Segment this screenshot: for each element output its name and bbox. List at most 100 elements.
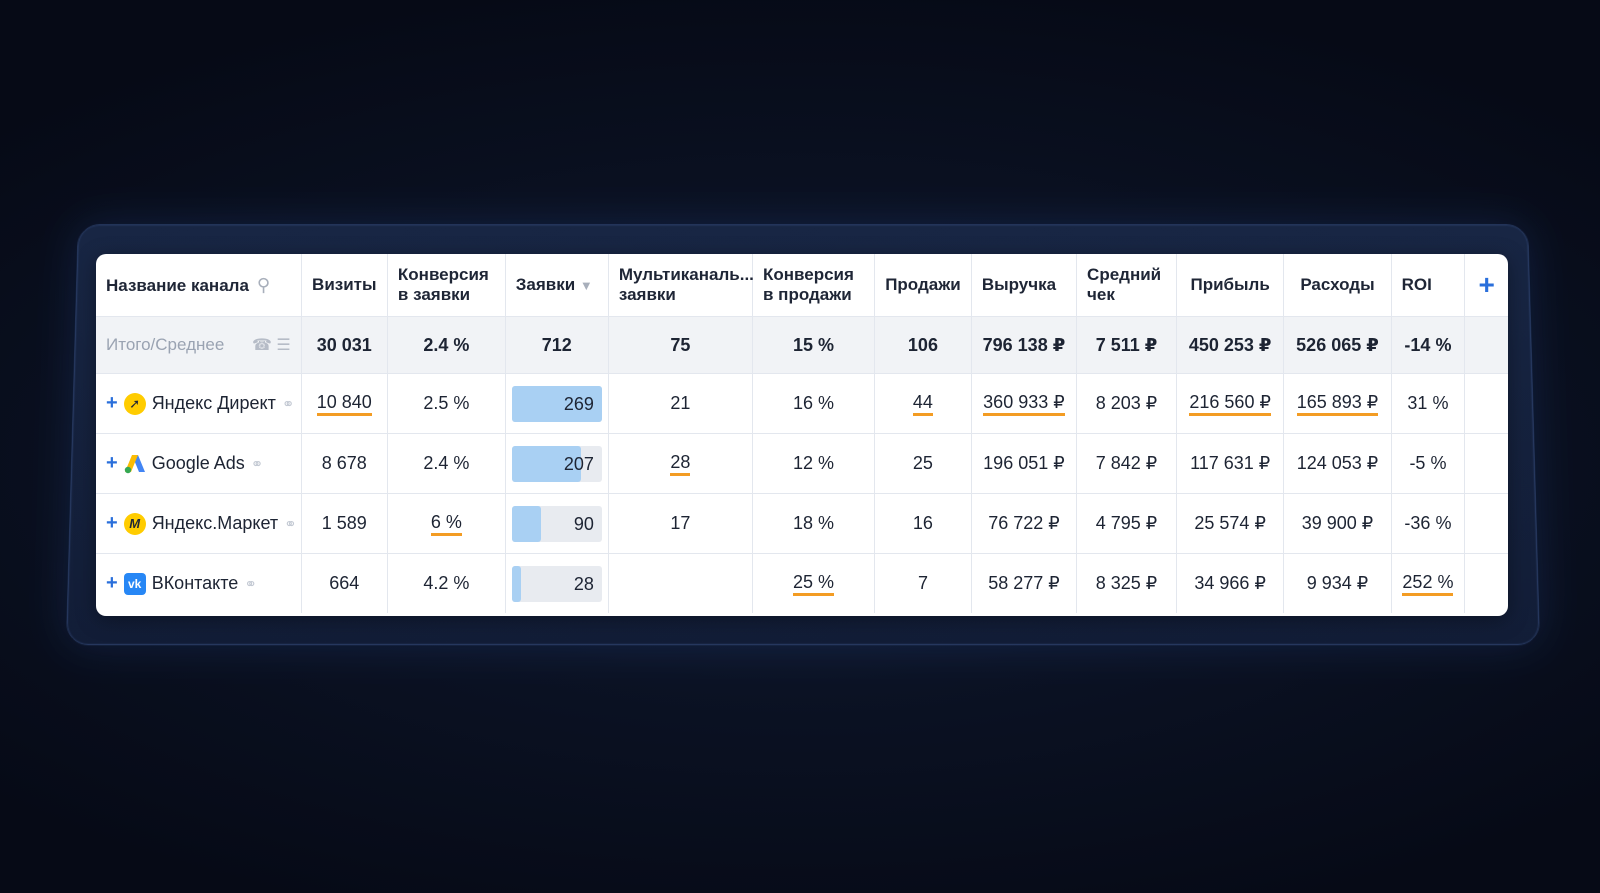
channel-cell[interactable]: + M Яндекс.Маркет ⚭ (96, 494, 301, 554)
empty-cell (1465, 317, 1508, 374)
expand-plus-icon[interactable]: + (106, 572, 118, 594)
conv-leads-cell[interactable]: 6 % (387, 494, 505, 554)
revenue-cell: 196 051 ₽ (971, 434, 1076, 494)
col-avg-check[interactable]: Средний чек (1077, 254, 1177, 317)
expenses-cell[interactable]: 165 893 ₽ (1284, 374, 1391, 434)
col-expenses[interactable]: Расходы (1284, 254, 1391, 317)
col-conv-leads[interactable]: Конверсия в заявки (387, 254, 505, 317)
expand-plus-icon[interactable]: + (106, 512, 118, 534)
channel-name: Google Ads (152, 453, 245, 473)
visits-cell: 664 (301, 554, 387, 614)
col-conv-sales[interactable]: Конверсия в продажи (753, 254, 875, 317)
leads-value: 90 (512, 506, 602, 542)
col-multichannel[interactable]: Мультиканаль... заявки (608, 254, 752, 317)
total-conv-sales: 15 % (753, 317, 875, 374)
total-expenses: 526 065 ₽ (1284, 317, 1391, 374)
phone-icon[interactable]: ☎ ☰ (252, 335, 291, 355)
leads-cell: 269 (505, 374, 608, 434)
leads-bar: 269 (512, 386, 602, 422)
col-label: Название канала (106, 276, 249, 295)
leads-value: 28 (512, 566, 602, 602)
table-row[interactable]: + ➚ Яндекс Директ ⚭ 10 840 2.5 % 269 21 16 … (96, 374, 1508, 434)
add-column-button[interactable]: + (1465, 254, 1508, 317)
profit-cell: 34 966 ₽ (1177, 554, 1284, 614)
multichannel-cell[interactable]: 28 (608, 434, 752, 494)
channel-cell[interactable]: + vk ВКонтакте ⚭ (96, 554, 301, 614)
total-label-cell: Итого/Среднее ☎ ☰ (96, 317, 301, 374)
roi-cell: -5 % (1391, 434, 1465, 494)
conv-sales-cell: 12 % (753, 434, 875, 494)
visits-cell: 1 589 (301, 494, 387, 554)
sales-value[interactable]: 44 (913, 392, 933, 416)
revenue-cell: 76 722 ₽ (971, 494, 1076, 554)
plug-icon[interactable]: ⚭ (251, 456, 264, 473)
profit-value[interactable]: 216 560 ₽ (1189, 392, 1271, 416)
visits-value[interactable]: 10 840 (317, 392, 372, 416)
google-ads-logo-icon (124, 453, 146, 475)
channels-table: Название канала ⚲ Визиты Конверсия в заяв… (96, 254, 1508, 613)
sales-cell: 7 (875, 554, 972, 614)
multichannel-cell: 17 (608, 494, 752, 554)
col-revenue[interactable]: Выручка (971, 254, 1076, 317)
plug-icon[interactable]: ⚭ (282, 396, 295, 413)
total-conv-leads: 2.4 % (387, 317, 505, 374)
roi-cell[interactable]: 252 % (1391, 554, 1465, 614)
sales-cell: 16 (875, 494, 972, 554)
multichannel-cell: 21 (608, 374, 752, 434)
col-roi[interactable]: ROI (1391, 254, 1465, 317)
roi-cell: -36 % (1391, 494, 1465, 554)
conv-leads-value[interactable]: 6 % (431, 512, 462, 536)
col-channel-name[interactable]: Название канала ⚲ (96, 254, 301, 317)
conv-leads-cell: 4.2 % (387, 554, 505, 614)
plug-icon[interactable]: ⚭ (244, 576, 257, 593)
revenue-cell[interactable]: 360 933 ₽ (971, 374, 1076, 434)
search-icon[interactable]: ⚲ (257, 275, 270, 295)
multichannel-value[interactable]: 28 (670, 452, 690, 476)
table-row[interactable]: + M Яндекс.Маркет ⚭ 1 589 6 % 90 17 18 % 16… (96, 494, 1508, 554)
leads-cell: 207 (505, 434, 608, 494)
multichannel-cell (608, 554, 752, 614)
channel-cell[interactable]: + ➚ Яндекс Директ ⚭ (96, 374, 301, 434)
table-row[interactable]: + vk ВКонтакте ⚭ 664 4.2 % 28 25 % 7 58 277… (96, 554, 1508, 614)
visits-cell[interactable]: 10 840 (301, 374, 387, 434)
leads-bar: 28 (512, 566, 602, 602)
leads-bar: 90 (512, 506, 602, 542)
avg-check-cell: 4 795 ₽ (1077, 494, 1177, 554)
plug-icon[interactable]: ⚭ (284, 516, 297, 533)
expenses-cell: 9 934 ₽ (1284, 554, 1391, 614)
total-profit: 450 253 ₽ (1177, 317, 1284, 374)
total-multichannel: 75 (608, 317, 752, 374)
profit-cell: 117 631 ₽ (1177, 434, 1284, 494)
col-profit[interactable]: Прибыль (1177, 254, 1284, 317)
col-visits[interactable]: Визиты (301, 254, 387, 317)
conv-sales-value[interactable]: 25 % (793, 572, 834, 596)
table-row[interactable]: + Google Ads ⚭ 8 678 2.4 % 207 28 12 % 25 … (96, 434, 1508, 494)
expand-plus-icon[interactable]: + (106, 392, 118, 414)
col-leads[interactable]: Заявки ▼ (505, 254, 608, 317)
avg-check-cell: 7 842 ₽ (1077, 434, 1177, 494)
sales-cell: 25 (875, 434, 972, 494)
profit-cell[interactable]: 216 560 ₽ (1177, 374, 1284, 434)
sales-cell[interactable]: 44 (875, 374, 972, 434)
expand-plus-icon[interactable]: + (106, 452, 118, 474)
profit-cell: 25 574 ₽ (1177, 494, 1284, 554)
conv-sales-cell: 16 % (753, 374, 875, 434)
sort-desc-icon[interactable]: ▼ (580, 278, 593, 293)
leads-cell: 90 (505, 494, 608, 554)
channel-cell[interactable]: + Google Ads ⚭ (96, 434, 301, 494)
expenses-cell: 39 900 ₽ (1284, 494, 1391, 554)
total-roi: -14 % (1391, 317, 1465, 374)
channels-table-card: Название канала ⚲ Визиты Конверсия в заяв… (96, 254, 1508, 616)
leads-value: 207 (512, 446, 602, 482)
avg-check-cell: 8 325 ₽ (1077, 554, 1177, 614)
conv-sales-cell[interactable]: 25 % (753, 554, 875, 614)
revenue-value[interactable]: 360 933 ₽ (983, 392, 1065, 416)
empty-cell (1465, 434, 1508, 494)
roi-value[interactable]: 252 % (1402, 572, 1453, 596)
leads-value: 269 (512, 386, 602, 422)
expenses-value[interactable]: 165 893 ₽ (1297, 392, 1379, 416)
total-visits: 30 031 (301, 317, 387, 374)
vk-logo-icon: vk (124, 573, 146, 595)
col-sales[interactable]: Продажи (875, 254, 972, 317)
conv-sales-cell: 18 % (753, 494, 875, 554)
